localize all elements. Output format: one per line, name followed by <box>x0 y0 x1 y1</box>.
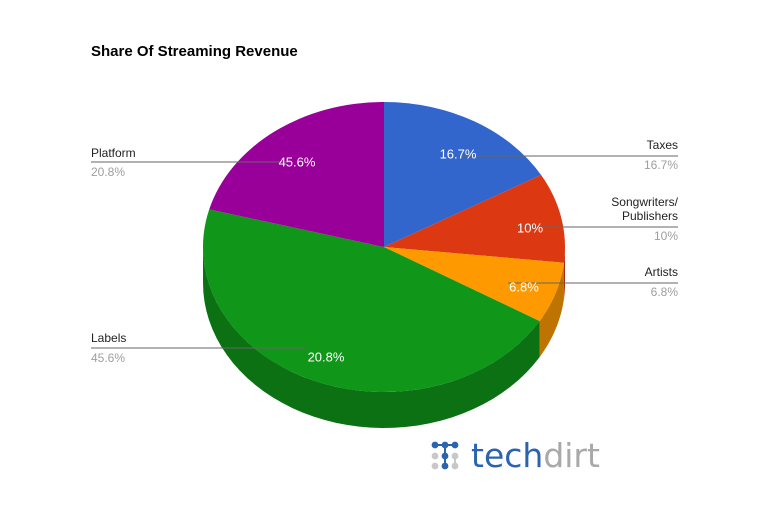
slice-platform[interactable] <box>209 102 384 247</box>
label-taxes-value: 16.7% <box>643 158 678 172</box>
slice-side-2 <box>539 262 564 358</box>
label-platform-name: Platform <box>91 146 136 160</box>
slice-percent-label: 45.6% <box>279 154 316 169</box>
slice-percent-label: 6.8% <box>509 279 539 294</box>
label-songwriters-value: 10% <box>653 229 678 243</box>
slice-percent-label: 10% <box>517 220 543 235</box>
label-platform-value: 20.8% <box>91 165 126 179</box>
techdirt-wordmark: techdirt <box>471 439 600 473</box>
label-artists-value: 6.8% <box>650 285 678 299</box>
label-songwriters-name-2: Publishers <box>621 209 678 223</box>
techdirt-logo: techdirt <box>431 439 600 473</box>
slice-taxes[interactable] <box>384 102 542 247</box>
slice-percent-label: 20.8% <box>308 349 345 364</box>
logo-dirt: dirt <box>543 436 600 475</box>
slice-labels[interactable] <box>202 209 540 393</box>
label-songwriters-name-1: Songwriters/ <box>611 195 678 209</box>
slice-side-3 <box>203 247 540 428</box>
chart-title: Share Of Streaming Revenue <box>91 43 298 60</box>
label-artists-name: Artists <box>644 265 678 279</box>
techdirt-dots-icon <box>431 441 459 470</box>
slice-side-1 <box>563 247 565 299</box>
logo-tech: tech <box>471 436 544 475</box>
label-taxes-name: Taxes <box>646 138 678 152</box>
label-labels-name: Labels <box>91 331 127 345</box>
slice-artists[interactable] <box>384 247 564 322</box>
slice-percent-label: 16.7% <box>440 146 477 161</box>
slice-songwriters-publishers[interactable] <box>384 174 566 263</box>
label-labels-value: 45.6% <box>91 351 126 365</box>
